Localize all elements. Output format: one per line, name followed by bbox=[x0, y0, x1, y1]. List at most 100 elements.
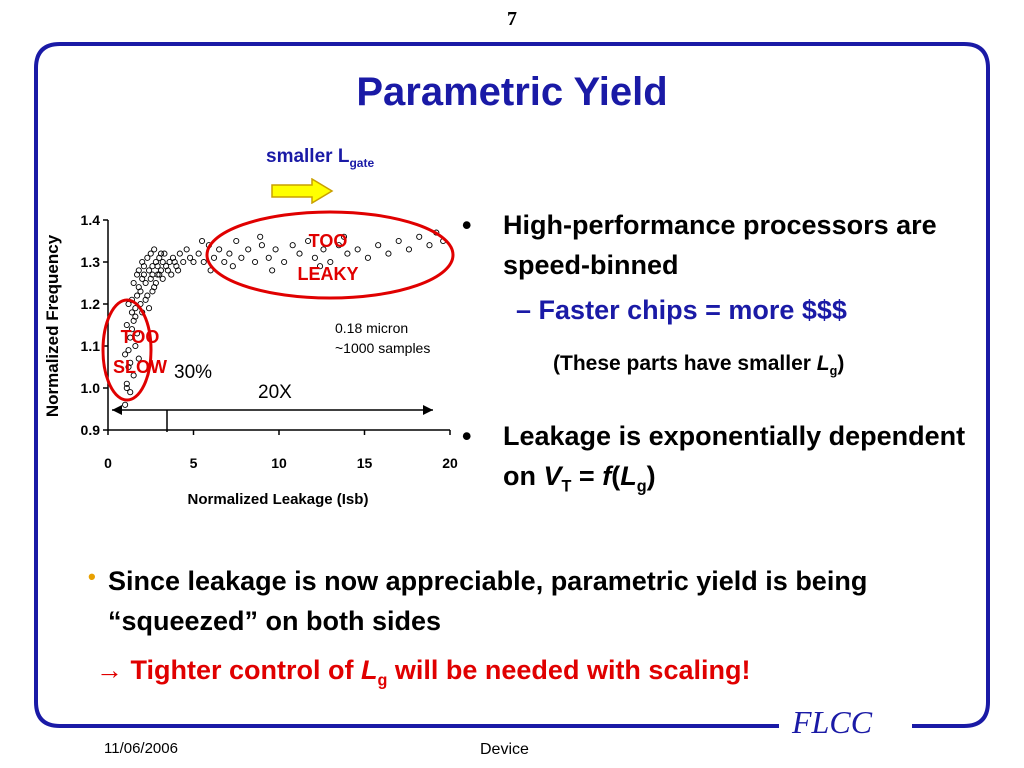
too-leaky-label-1: TOO bbox=[309, 231, 348, 251]
data-point bbox=[364, 254, 371, 261]
data-point bbox=[180, 258, 187, 266]
too-slow-ellipse bbox=[101, 298, 153, 402]
data-point bbox=[195, 250, 202, 257]
data-point bbox=[122, 401, 129, 408]
data-point bbox=[127, 389, 134, 396]
bullet-1-marker: • bbox=[462, 210, 472, 240]
data-point bbox=[175, 267, 182, 274]
bullet-1-text: High-performance processors are speed-bi… bbox=[503, 210, 937, 280]
data-point bbox=[140, 271, 147, 278]
note-text: (These parts have smaller Lg) bbox=[553, 352, 845, 379]
y-tick-label: 1.0 bbox=[81, 380, 101, 396]
data-point bbox=[238, 254, 245, 261]
bullet-2-marker: • bbox=[462, 421, 472, 451]
data-point bbox=[226, 250, 233, 257]
footer-date: 11/06/2006 bbox=[104, 740, 178, 757]
data-point bbox=[128, 309, 135, 316]
data-point bbox=[320, 246, 327, 253]
x-tick-label: 20 bbox=[442, 455, 458, 471]
y-tick-label: 1.3 bbox=[81, 254, 101, 270]
data-point bbox=[269, 267, 276, 274]
x-tick-label: 15 bbox=[357, 455, 373, 471]
data-point bbox=[272, 246, 279, 253]
y-tick-label: 1.2 bbox=[81, 296, 101, 312]
data-point bbox=[416, 233, 423, 240]
span-arrow-right bbox=[423, 405, 433, 415]
data-point bbox=[354, 246, 361, 253]
data-point bbox=[130, 317, 137, 324]
data-point bbox=[168, 271, 175, 278]
data-point bbox=[127, 359, 134, 366]
arrow-label: smaller Lgate bbox=[266, 146, 375, 170]
data-point bbox=[176, 250, 183, 257]
plot-annotations: TOO LEAKY TOO SLOW 0.18 micron ~1000 sam… bbox=[101, 210, 455, 432]
data-point bbox=[135, 284, 142, 291]
data-point bbox=[216, 246, 223, 253]
data-point bbox=[134, 292, 141, 299]
data-point bbox=[340, 233, 348, 240]
plot-axes: 0.9 1.0 1.1 1.2 1.3 1.4 0 5 10 15 20 bbox=[81, 212, 458, 471]
span-arrow-left bbox=[112, 405, 122, 415]
data-point bbox=[123, 321, 130, 329]
data-point bbox=[151, 246, 158, 253]
data-point bbox=[311, 254, 318, 261]
data-point bbox=[135, 355, 142, 362]
data-point bbox=[132, 305, 139, 312]
data-point bbox=[123, 380, 130, 387]
data-point bbox=[296, 250, 303, 257]
flcc-logo: FLCC bbox=[792, 704, 873, 740]
x-tick-label: 0 bbox=[104, 455, 112, 471]
data-point bbox=[183, 246, 190, 253]
data-point bbox=[147, 250, 154, 257]
data-point bbox=[123, 384, 130, 392]
data-point bbox=[405, 246, 413, 253]
x-tick-label: 10 bbox=[271, 455, 287, 471]
data-point bbox=[127, 334, 134, 341]
data-point bbox=[130, 279, 137, 287]
data-point bbox=[190, 258, 197, 266]
data-point bbox=[156, 271, 163, 278]
data-point bbox=[128, 326, 135, 333]
data-point bbox=[144, 254, 151, 261]
slide-title: Parametric Yield bbox=[356, 70, 668, 114]
bottom-bullet-marker: • bbox=[88, 564, 96, 589]
data-point bbox=[344, 250, 351, 257]
too-leaky-ellipse bbox=[205, 210, 455, 300]
sub-bullet-1: – Faster chips = more $$$ bbox=[516, 295, 847, 325]
data-point bbox=[187, 254, 194, 261]
bullet-2-text: Leakage is exponentially dependent on VT… bbox=[503, 421, 966, 496]
data-point bbox=[154, 263, 161, 270]
data-point bbox=[145, 267, 153, 274]
data-point bbox=[305, 237, 312, 245]
data-point bbox=[375, 242, 382, 249]
data-point bbox=[335, 242, 342, 249]
x-tick-label: 5 bbox=[190, 455, 198, 471]
data-point bbox=[134, 271, 141, 278]
data-point bbox=[142, 296, 149, 303]
data-point bbox=[229, 263, 236, 270]
data-point bbox=[426, 242, 433, 249]
plot-points bbox=[122, 229, 447, 408]
data-point bbox=[245, 246, 252, 253]
percent-label: 30% bbox=[174, 362, 212, 383]
data-point bbox=[327, 258, 334, 266]
data-point bbox=[289, 242, 296, 249]
data-point bbox=[257, 233, 264, 240]
y-tick-label: 1.1 bbox=[81, 338, 101, 354]
data-point bbox=[221, 258, 228, 266]
data-point bbox=[157, 250, 165, 257]
data-point bbox=[149, 271, 156, 278]
data-point bbox=[395, 237, 402, 245]
data-point bbox=[159, 275, 166, 282]
too-slow-label-1: TOO bbox=[121, 327, 160, 347]
data-point bbox=[210, 254, 218, 261]
data-point bbox=[152, 279, 159, 287]
data-point bbox=[122, 351, 129, 358]
page-number: 7 bbox=[507, 8, 517, 30]
data-point bbox=[200, 258, 207, 266]
data-point bbox=[132, 342, 139, 350]
right-arrow-icon bbox=[271, 178, 334, 204]
y-axis-label: Normalized Frequency bbox=[43, 234, 62, 417]
data-point bbox=[159, 258, 166, 266]
